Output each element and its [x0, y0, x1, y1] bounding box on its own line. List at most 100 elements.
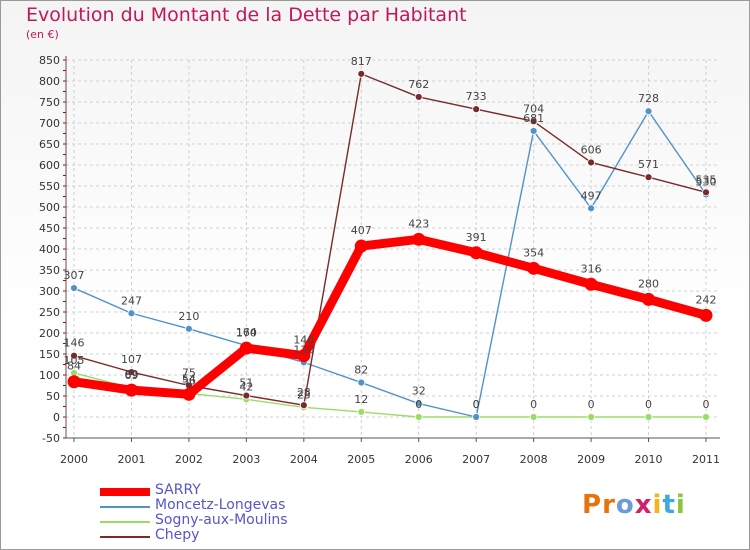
- y-tick-label: 450: [39, 222, 60, 235]
- x-tick-label: 2002: [175, 453, 203, 466]
- data-point: [124, 383, 138, 397]
- data-label: 0: [530, 398, 537, 411]
- logo-letter: r: [602, 490, 616, 520]
- logo-letter: P: [582, 490, 603, 520]
- data-label: 0: [703, 398, 710, 411]
- data-point: [242, 391, 251, 400]
- legend-label: Chepy: [155, 527, 200, 543]
- logo-letter: t: [662, 490, 676, 520]
- data-label: 69: [124, 369, 138, 382]
- proxiti-logo: Proxiti: [582, 490, 686, 520]
- logo-letter: i: [652, 490, 663, 520]
- data-label: 247: [121, 294, 142, 307]
- legend-label: Sogny-aux-Moulins: [155, 512, 288, 528]
- data-label: 817: [351, 55, 372, 68]
- data-point: [239, 341, 253, 355]
- data-point: [127, 368, 136, 376]
- x-tick-label: 2006: [405, 453, 433, 466]
- series-line-moncetz-longevas: [73, 110, 707, 418]
- data-point: [527, 261, 541, 275]
- x-tick-label: 2011: [692, 453, 720, 466]
- data-label: 681: [523, 112, 544, 125]
- data-point: [412, 232, 426, 246]
- data-label: 606: [581, 143, 602, 156]
- data-point: [127, 309, 136, 318]
- legend-swatch: [100, 536, 150, 538]
- data-point: [357, 378, 366, 387]
- data-point: [644, 413, 653, 421]
- data-label: 105: [64, 354, 85, 367]
- x-tick-label: 2009: [577, 453, 605, 466]
- data-label: 0: [415, 398, 422, 411]
- data-label: 28: [297, 386, 311, 399]
- data-point: [67, 375, 81, 389]
- data-point: [357, 69, 366, 78]
- data-label: 170: [236, 327, 257, 340]
- logo-letter: i: [675, 490, 686, 520]
- data-label: 0: [588, 398, 595, 411]
- data-point: [472, 413, 481, 421]
- data-point: [529, 127, 538, 135]
- series-line-sarry: [69, 234, 711, 399]
- y-tick-label: 400: [39, 243, 60, 256]
- data-label: 69: [124, 368, 138, 381]
- data-point: [70, 351, 78, 360]
- data-label: 354: [523, 246, 544, 259]
- y-tick-label: -50: [42, 432, 60, 445]
- data-point: [529, 117, 538, 126]
- legend-swatch: [100, 488, 150, 496]
- data-label: 316: [581, 262, 602, 275]
- data-point: [699, 308, 713, 322]
- x-tick-label: 2004: [290, 453, 318, 466]
- chart-subtitle: (en €): [26, 28, 59, 41]
- data-point: [702, 188, 710, 197]
- data-point: [414, 399, 423, 408]
- y-tick-label: 850: [39, 54, 60, 67]
- data-point: [644, 173, 653, 182]
- data-point: [642, 292, 656, 306]
- x-tick-label: 2007: [462, 453, 490, 466]
- data-label: 733: [466, 90, 487, 103]
- data-label: 497: [581, 189, 602, 202]
- y-tick-label: 550: [39, 180, 60, 193]
- data-point: [357, 408, 366, 416]
- series-line-chepy: [73, 73, 707, 406]
- data-label: 107: [121, 353, 142, 366]
- legend-label: Moncetz-Longevas: [155, 497, 286, 513]
- data-label: 0: [473, 398, 480, 411]
- data-label: 571: [638, 158, 659, 171]
- data-label: 280: [638, 277, 659, 290]
- data-point: [472, 105, 481, 114]
- legend-swatch: [100, 506, 150, 508]
- data-point: [70, 284, 78, 292]
- legend-swatch: [100, 521, 150, 523]
- series: [67, 69, 713, 421]
- chart-title: Evolution du Montant de la Dette par Hab…: [26, 4, 467, 26]
- data-label: 0: [645, 398, 652, 411]
- data-label: 82: [354, 364, 368, 377]
- x-tick-label: 2000: [60, 453, 88, 466]
- data-label: 423: [408, 217, 429, 230]
- y-tick-label: 650: [39, 138, 60, 151]
- y-tick-label: 0: [53, 411, 60, 424]
- x-tick-label: 2008: [520, 453, 548, 466]
- data-point: [182, 387, 196, 401]
- data-point: [584, 277, 598, 291]
- y-tick-label: 700: [39, 117, 60, 130]
- data-point: [587, 204, 595, 213]
- logo-letter: x: [634, 490, 653, 520]
- data-label: 728: [638, 92, 659, 105]
- data-point: [587, 413, 595, 421]
- grid: [66, 59, 720, 439]
- data-label: 391: [466, 231, 487, 244]
- data-label: 704: [523, 102, 544, 115]
- data-label: 32: [412, 385, 426, 398]
- data-point: [297, 349, 311, 363]
- y-tick-label: 250: [39, 306, 60, 319]
- data-label: 54: [182, 372, 196, 385]
- y-tick-label: 800: [39, 75, 60, 88]
- data-label: 146: [293, 334, 314, 347]
- x-tick-label: 2003: [232, 453, 260, 466]
- y-tick-label: 350: [39, 264, 60, 277]
